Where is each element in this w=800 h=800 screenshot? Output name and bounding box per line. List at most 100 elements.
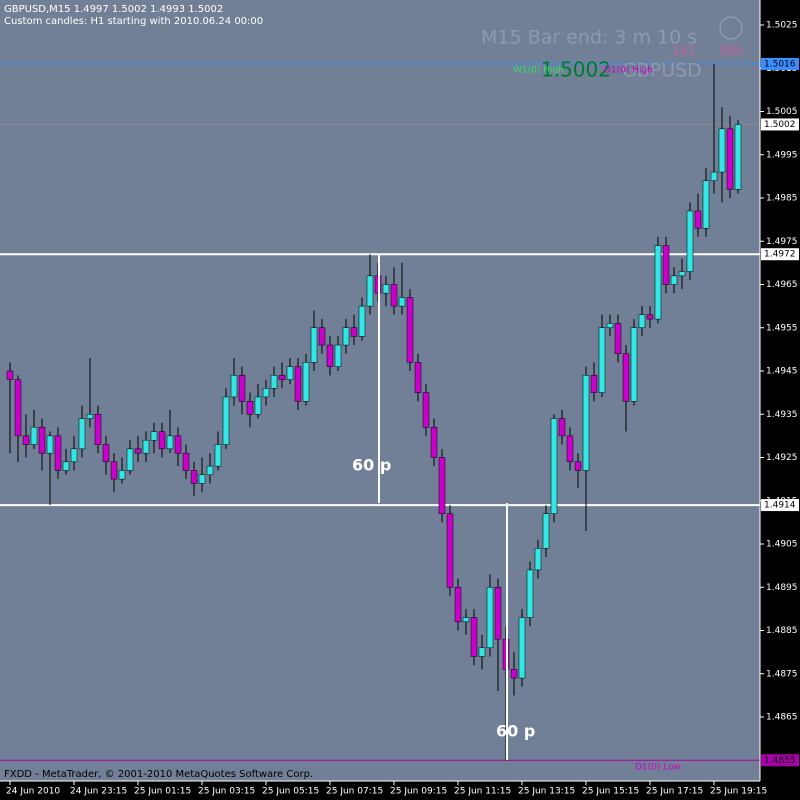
candle-body <box>238 375 246 402</box>
candle-body <box>582 375 590 471</box>
candle-body <box>6 370 14 380</box>
level-label-box <box>761 118 799 131</box>
y-tick-label: 1.4905 <box>766 540 798 550</box>
candle-body <box>398 297 406 307</box>
candle-body <box>206 465 214 476</box>
y-tick-label: 1.4945 <box>766 367 798 377</box>
price-display: 1.5002 <box>541 58 611 82</box>
candle-body <box>350 327 358 337</box>
candle-body <box>622 353 630 402</box>
candle-body <box>54 435 62 471</box>
candle-body <box>510 669 518 679</box>
candle-body <box>558 418 566 437</box>
x-tick-label: 25 Jun 09:15 <box>390 787 447 797</box>
candle-body <box>702 180 710 229</box>
candle-body <box>630 327 638 402</box>
candle-body <box>518 617 526 679</box>
candle-body <box>534 548 542 571</box>
candle-body <box>614 323 622 354</box>
level-label: 1.4914 <box>764 501 796 511</box>
level-label-box <box>761 499 799 512</box>
y-tick-label: 1.4875 <box>766 669 798 679</box>
candle-body <box>654 245 662 320</box>
candle-body <box>414 362 422 393</box>
candle-body <box>102 444 110 463</box>
candle-body <box>230 375 238 398</box>
level-label: 1.5016 <box>764 59 796 69</box>
candle-body <box>734 124 742 190</box>
candle-body <box>118 470 126 480</box>
candle-body <box>486 587 494 649</box>
candle-body <box>214 444 222 467</box>
candle-body <box>14 379 22 437</box>
y-tick-label: 1.5005 <box>766 107 798 117</box>
candle-body <box>190 470 198 484</box>
candle-body <box>366 275 374 307</box>
level-label: D1(0) Low <box>635 763 681 773</box>
candle-body <box>310 327 318 363</box>
symbol: GBPUSD <box>622 60 702 82</box>
candle-body <box>662 245 670 285</box>
level-label: W1(0) High <box>513 66 564 76</box>
candle-body <box>670 275 678 285</box>
chart-subtitle: Custom candles: H1 starting with 2010.06… <box>4 16 263 27</box>
candle-body <box>302 362 310 402</box>
candle-body <box>38 426 46 454</box>
candle-body <box>262 388 270 398</box>
candle-body <box>718 128 726 173</box>
y-tick-label: 1.4965 <box>766 280 798 290</box>
candle-body <box>678 271 686 277</box>
y-tick-label: 1.4925 <box>766 453 798 463</box>
candle-body <box>78 418 86 450</box>
y-tick-label: 1.4935 <box>766 410 798 420</box>
price-axis-background <box>760 0 800 800</box>
candle-body <box>134 448 142 454</box>
candle-body <box>22 435 30 445</box>
annotation: 60 p <box>496 722 535 741</box>
candle-body <box>550 418 558 514</box>
chart-title: GBPUSD,M15 1.4997 1.5002 1.4993 1.5002 <box>4 4 223 15</box>
candle-body <box>46 435 54 454</box>
candle-body <box>334 344 342 367</box>
candle-body <box>126 448 134 471</box>
spread: 141 <box>672 45 695 60</box>
candle-body <box>158 431 166 450</box>
y-tick-label: 1.4865 <box>766 713 798 723</box>
candle-body <box>198 474 206 484</box>
level-label: 1.5002 <box>764 120 796 130</box>
x-tick-label: 24 Jun 23:15 <box>70 787 127 797</box>
x-tick-label: 25 Jun 05:15 <box>262 787 319 797</box>
level-label: 1.4972 <box>764 250 796 260</box>
clock-icon <box>719 16 743 40</box>
candle-body <box>430 426 438 458</box>
x-tick-label: 25 Jun 15:15 <box>582 787 639 797</box>
candle-body <box>318 327 326 346</box>
level-label-box <box>761 57 799 70</box>
x-tick-label: 24 Jun 2010 <box>6 787 60 797</box>
candle-body <box>174 435 182 454</box>
candle-body <box>406 297 414 363</box>
bar-timer: M15 Bar end: 3 m 10 s <box>481 27 697 49</box>
candle-body <box>254 396 262 415</box>
candle-body <box>470 617 478 657</box>
time-axis-background <box>0 781 760 800</box>
y-tick-label: 1.4985 <box>766 194 798 204</box>
candle-body <box>598 327 606 393</box>
x-tick-label: 25 Jun 13:15 <box>518 787 575 797</box>
candle-body <box>478 647 486 657</box>
candle-body <box>382 284 390 294</box>
candle-body <box>246 401 254 415</box>
candle-body <box>694 210 702 229</box>
candle-body <box>726 128 734 190</box>
candle-body <box>70 448 78 463</box>
candle-body <box>526 569 534 618</box>
candle-body <box>438 457 446 514</box>
level-label-box <box>761 754 799 767</box>
candle-body <box>494 587 502 640</box>
candle-body <box>270 375 278 389</box>
candle-body <box>390 284 398 307</box>
level-label-box <box>761 248 799 261</box>
candle-body <box>542 513 550 549</box>
y-tick-label: 1.5025 <box>766 21 798 31</box>
